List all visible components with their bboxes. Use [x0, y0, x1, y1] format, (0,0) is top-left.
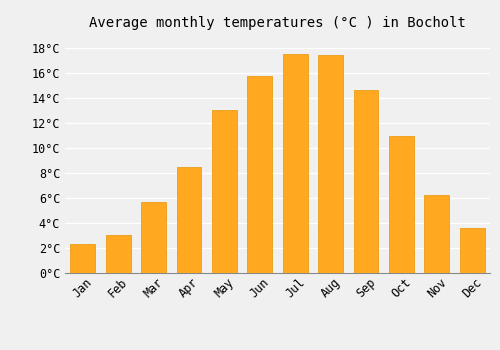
Bar	[176, 167, 202, 273]
Bar	[70, 244, 95, 273]
Title: Average monthly temperatures (°C ) in Bocholt: Average monthly temperatures (°C ) in Bo…	[89, 16, 466, 30]
Bar	[460, 228, 484, 273]
Bar	[354, 90, 378, 273]
Bar	[283, 54, 308, 273]
Bar	[141, 202, 166, 273]
Bar	[389, 136, 414, 273]
Bar	[318, 55, 343, 273]
Bar	[106, 236, 130, 273]
Bar	[212, 110, 237, 273]
Bar	[248, 76, 272, 273]
Bar	[424, 195, 450, 273]
